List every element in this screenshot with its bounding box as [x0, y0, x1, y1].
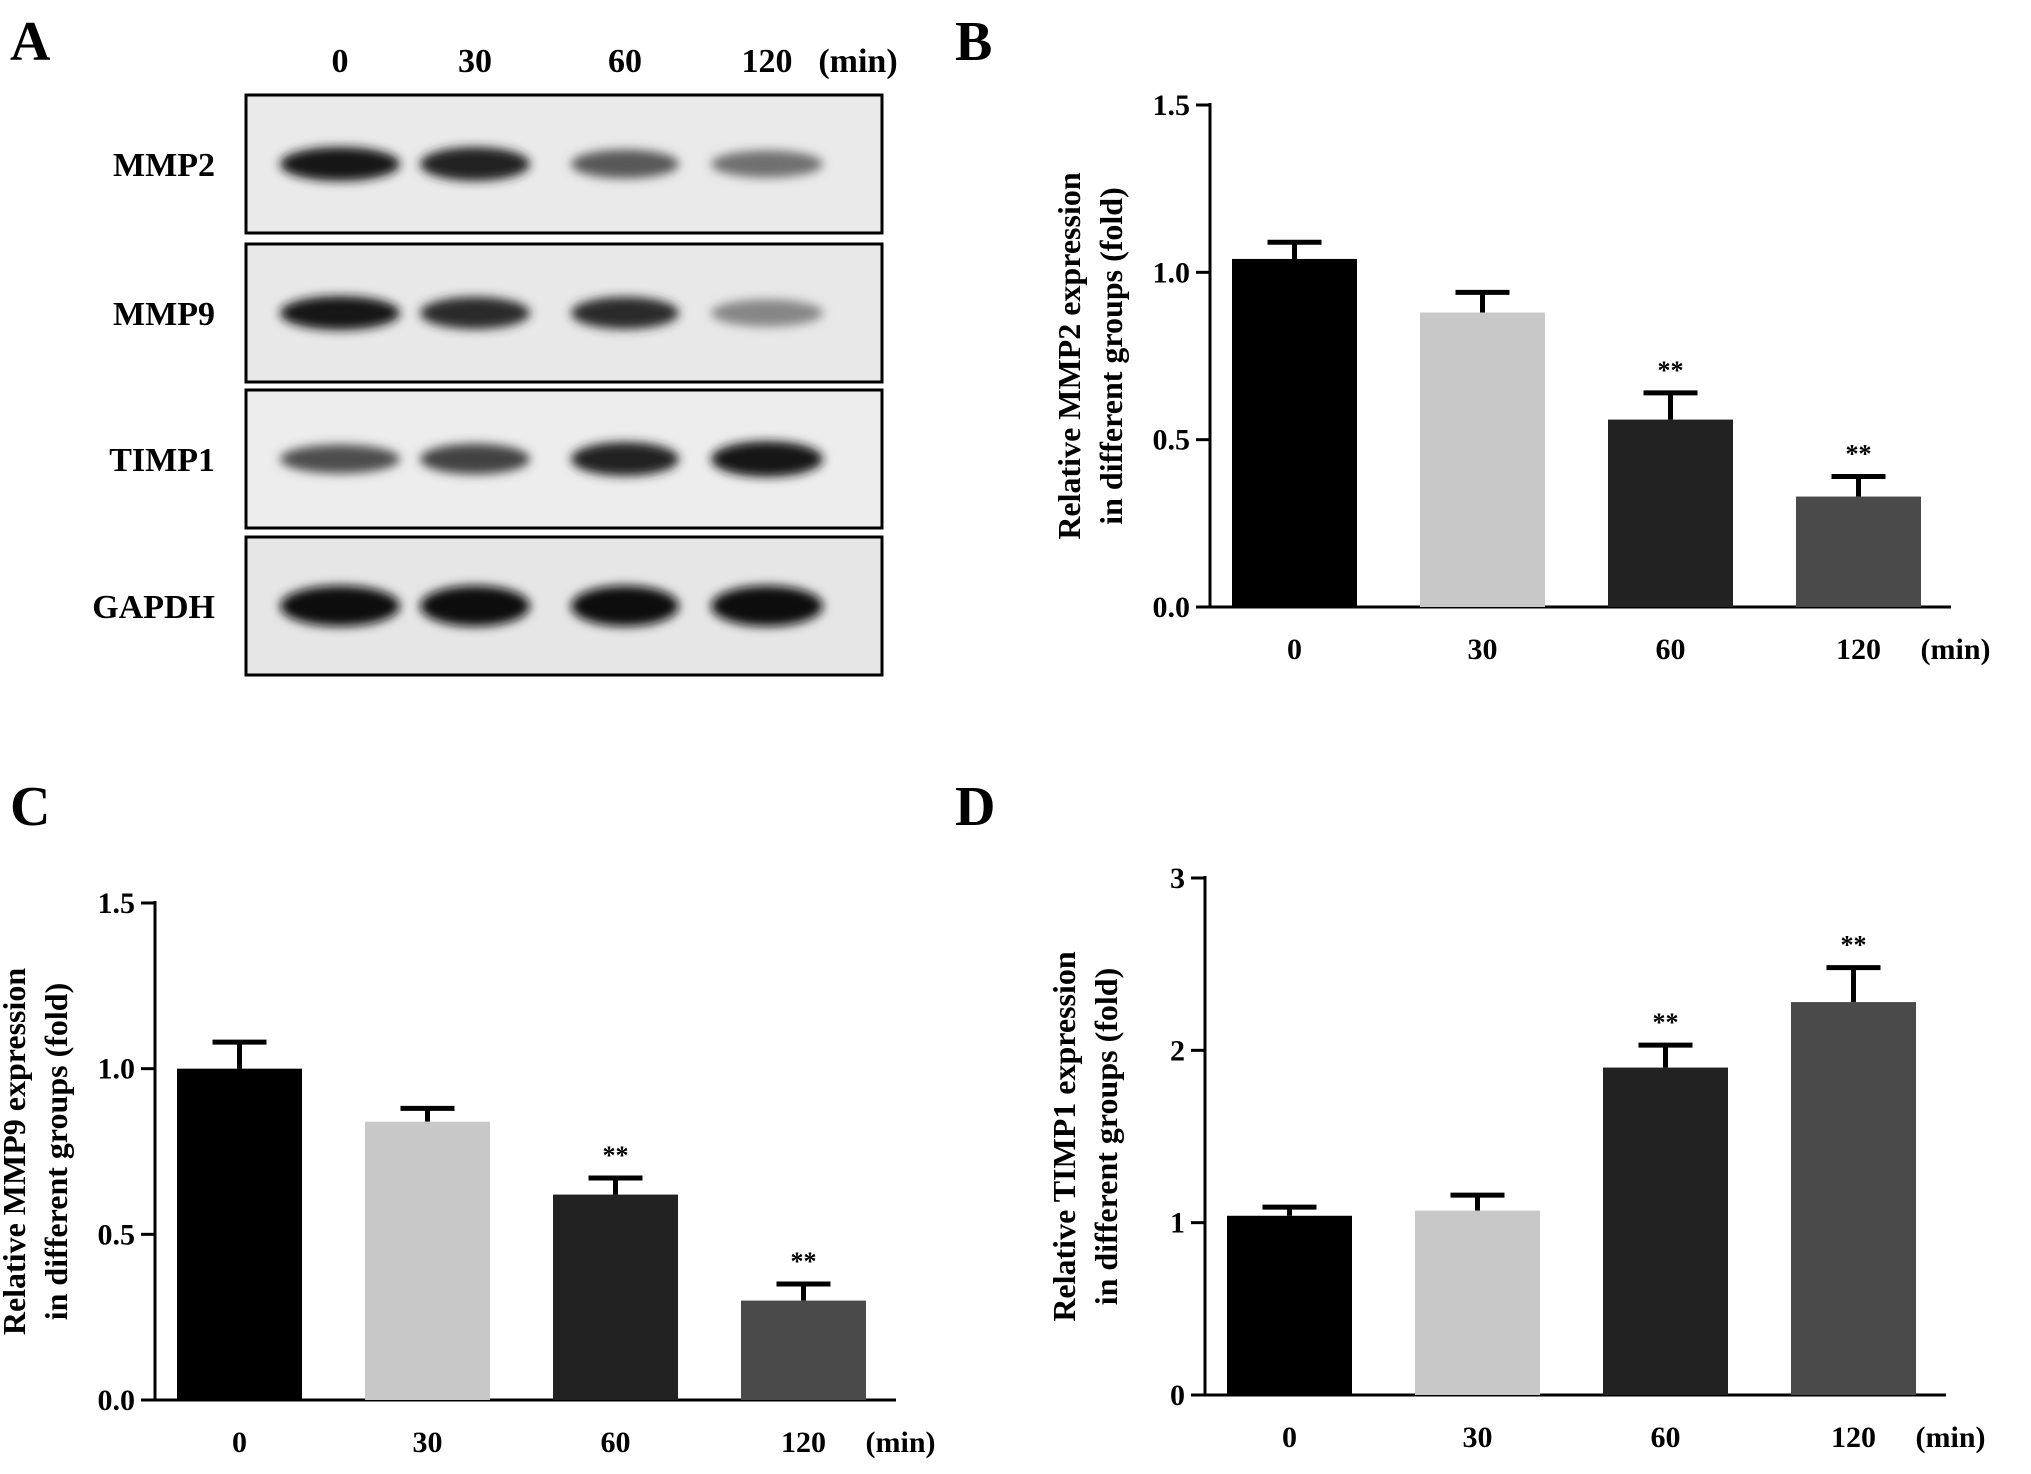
y-axis-label: Relative MMP2 expression: [1051, 172, 1087, 540]
y-axis-label: in different groups (fold): [1088, 968, 1124, 1306]
x-tick-label: 30: [1463, 1421, 1493, 1454]
blot-label-mmp9: MMP9: [113, 296, 215, 333]
blot-band: [280, 444, 400, 474]
bar-60: [1608, 419, 1733, 607]
x-unit-label: (min): [866, 1426, 936, 1459]
bar-120: [1791, 1002, 1916, 1395]
y-axis-label: Relative MMP9 expression: [0, 968, 32, 1336]
significance-mark: **: [1653, 1008, 1679, 1037]
x-tick-label: 120: [1831, 1421, 1876, 1454]
blot-band: [571, 585, 679, 627]
bar-0: [1227, 1215, 1352, 1395]
significance-mark: **: [1846, 439, 1872, 468]
panel-letter-d: D: [955, 776, 995, 838]
y-tick-label: 0.5: [98, 1218, 136, 1251]
blot-band: [711, 585, 823, 627]
x-tick-label: 60: [601, 1426, 631, 1459]
bar-60: [1603, 1067, 1728, 1395]
panel-letter-a: A: [10, 11, 51, 73]
x-tick-label: 30: [413, 1426, 443, 1459]
panel-letter-c: C: [10, 776, 50, 838]
chart-mmp9: 0.0 0.5 1.0 1.5 Relative MMP9 expression in d…: [0, 887, 936, 1459]
western-blot-panel: 0 30 60 120 (min) MMP2 MMP9 TIMP1 GAPDH: [92, 43, 898, 677]
x-tick-label: 0: [1282, 1421, 1297, 1454]
blot-band: [571, 442, 679, 476]
y-tick-label: 0.0: [98, 1384, 136, 1417]
x-unit-label: (min): [1916, 1421, 1986, 1454]
y-tick-label: 1.5: [98, 887, 136, 920]
blot-band: [571, 149, 679, 179]
bar-0: [1232, 258, 1357, 607]
y-tick-label: 2: [1170, 1034, 1185, 1067]
lane-unit-label: (min): [818, 43, 897, 80]
blot-label-mmp2: MMP2: [113, 147, 215, 184]
significance-mark: **: [1658, 356, 1684, 385]
blot-band: [280, 296, 400, 330]
x-tick-label: 0: [232, 1426, 247, 1459]
y-axis-label: in different groups (fold): [1093, 187, 1129, 525]
blot-band: [711, 441, 823, 477]
blot-label-gapdh: GAPDH: [92, 589, 215, 626]
bar-30: [1415, 1210, 1540, 1395]
lane-label: 120: [742, 43, 793, 80]
x-tick-label: 60: [1656, 633, 1686, 666]
blot-band: [420, 296, 530, 330]
bar-120: [741, 1300, 866, 1400]
bar-60: [553, 1194, 678, 1400]
blot-band: [280, 585, 400, 627]
blot-band: [711, 150, 823, 178]
bar-30: [365, 1121, 490, 1400]
y-axis-label: in different groups (fold): [38, 983, 74, 1321]
y-tick-label: 0: [1170, 1379, 1185, 1412]
bar-30: [1420, 312, 1545, 607]
blot-band: [420, 147, 530, 181]
lane-label: 30: [458, 43, 492, 80]
significance-mark: **: [603, 1141, 629, 1170]
bar-0: [177, 1068, 302, 1400]
y-tick-label: 1.0: [1153, 256, 1191, 289]
blot-band: [420, 585, 530, 627]
bar-120: [1796, 496, 1921, 607]
lane-label: 0: [332, 43, 349, 80]
y-tick-label: 1.0: [98, 1053, 136, 1086]
x-tick-label: 120: [781, 1426, 826, 1459]
blot-band: [420, 443, 530, 475]
y-tick-label: 0.5: [1153, 424, 1191, 457]
blot-label-timp1: TIMP1: [109, 442, 215, 479]
y-tick-label: 0.0: [1153, 591, 1191, 624]
significance-mark: **: [791, 1247, 817, 1276]
significance-mark: **: [1841, 931, 1867, 960]
x-tick-label: 0: [1287, 633, 1302, 666]
x-unit-label: (min): [1921, 633, 1991, 666]
y-tick-label: 3: [1170, 862, 1185, 895]
chart-mmp2: 0.0 0.5 1.0 1.5 Relative MMP2 expression in d…: [1051, 89, 1991, 666]
y-tick-label: 1: [1170, 1207, 1185, 1240]
x-tick-label: 60: [1651, 1421, 1681, 1454]
y-axis-label: Relative TIMP1 expression: [1046, 951, 1082, 1322]
y-tick-label: 1.5: [1153, 89, 1191, 122]
x-tick-label: 120: [1836, 633, 1881, 666]
blot-band: [711, 299, 823, 327]
blot-band: [280, 147, 400, 181]
chart-timp1: 0 1 2 3 Relative TIMP1 expression in differen…: [1046, 862, 1986, 1454]
lane-label: 60: [608, 43, 642, 80]
blot-band: [571, 296, 679, 330]
panel-letter-b: B: [955, 11, 992, 73]
x-tick-label: 30: [1468, 633, 1498, 666]
